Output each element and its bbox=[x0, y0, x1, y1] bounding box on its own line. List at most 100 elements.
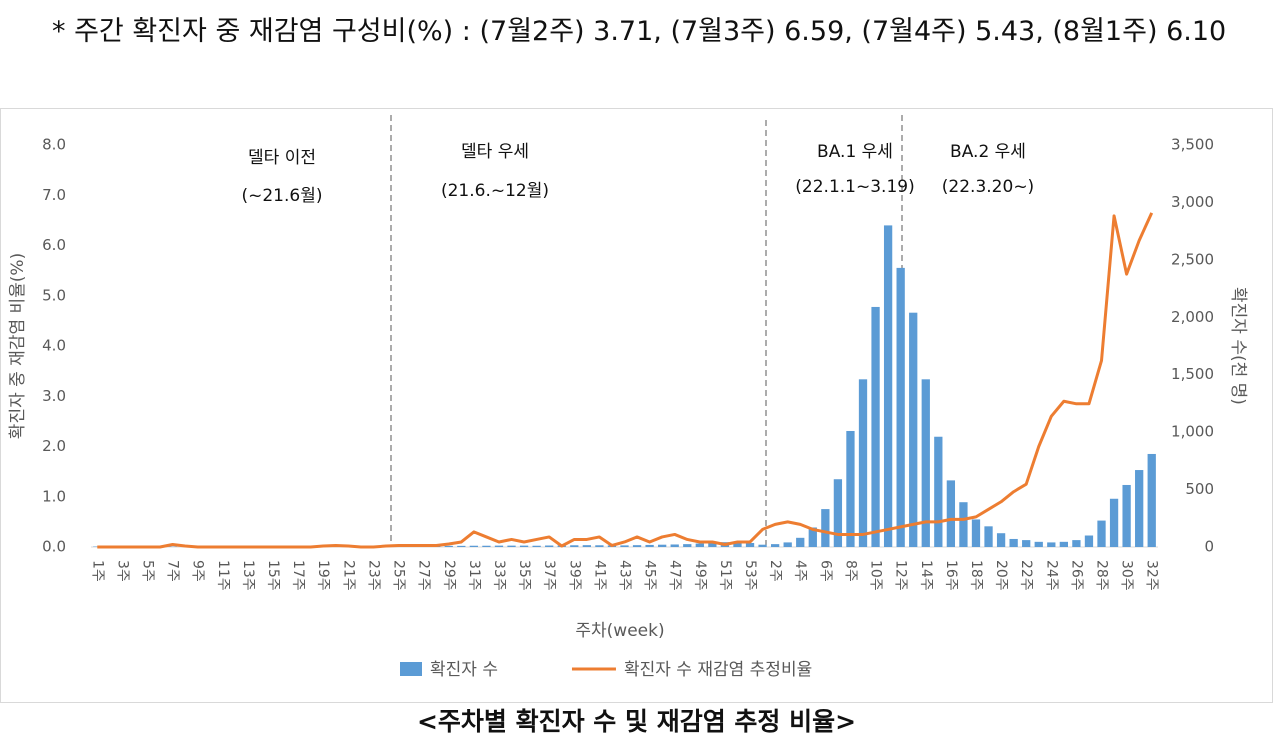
annotation: BA.1 우세 bbox=[817, 142, 893, 162]
bar bbox=[821, 509, 830, 547]
bar bbox=[494, 545, 504, 547]
x-tick-label: 1주 bbox=[89, 560, 105, 582]
x-tick-label: 51주 bbox=[717, 560, 733, 591]
x-tick-label: 29주 bbox=[441, 560, 457, 591]
x-tick-label: 39주 bbox=[566, 560, 582, 591]
y2-tick-label: 500 bbox=[1185, 480, 1214, 498]
bar bbox=[758, 544, 767, 547]
x-tick-label: 18주 bbox=[968, 560, 984, 591]
y2-axis-title: 확진자 수(천 명) bbox=[1228, 287, 1248, 405]
annotation: 델타 이전 bbox=[248, 148, 316, 168]
bar bbox=[959, 502, 968, 547]
y-tick-label: 0.0 bbox=[42, 538, 66, 556]
bar bbox=[833, 479, 843, 547]
bar bbox=[645, 544, 654, 547]
bar bbox=[670, 544, 679, 547]
legend-label: 확진자 수 재감염 추정비율 bbox=[624, 660, 812, 680]
annotation: BA.2 우세 bbox=[950, 142, 1026, 162]
y2-tick-label: 3,000 bbox=[1171, 193, 1214, 211]
bar bbox=[532, 545, 541, 547]
bar bbox=[934, 436, 943, 547]
x-tick-label: 16주 bbox=[943, 560, 959, 591]
x-tick-label: 4주 bbox=[792, 560, 808, 582]
annotation: (22.1.1~3.19) bbox=[795, 177, 914, 197]
y-tick-label: 4.0 bbox=[42, 337, 66, 355]
x-tick-label: 53주 bbox=[742, 560, 758, 591]
y-tick-label: 8.0 bbox=[42, 136, 66, 154]
bar bbox=[770, 544, 780, 547]
bar bbox=[482, 545, 491, 547]
y2-tick-label: 1,000 bbox=[1171, 423, 1214, 441]
bar bbox=[1097, 520, 1106, 547]
x-tick-label: 37주 bbox=[541, 560, 557, 591]
bar bbox=[582, 545, 591, 547]
y2-tick-label: 0 bbox=[1204, 538, 1214, 556]
x-tick-label: 9주 bbox=[190, 560, 206, 582]
bar bbox=[883, 225, 893, 547]
bar bbox=[570, 545, 579, 547]
x-tick-label: 30주 bbox=[1119, 560, 1135, 591]
bar bbox=[946, 480, 956, 547]
x-tick-label: 35주 bbox=[516, 560, 532, 591]
x-tick-label: 5주 bbox=[139, 560, 155, 582]
y-tick-label: 3.0 bbox=[42, 387, 66, 405]
bar bbox=[457, 545, 466, 547]
y2-tick-label: 2,000 bbox=[1171, 308, 1214, 326]
y2-tick-label: 3,500 bbox=[1171, 136, 1214, 154]
bar bbox=[808, 527, 817, 547]
bar bbox=[444, 545, 453, 547]
bar bbox=[745, 542, 755, 547]
x-tick-label: 17주 bbox=[290, 560, 306, 591]
y2-tick-label: 1,500 bbox=[1171, 365, 1214, 383]
chart-frame bbox=[0, 108, 1273, 703]
bar bbox=[519, 545, 529, 547]
x-tick-label: 28주 bbox=[1094, 560, 1110, 591]
y2-tick-label: 2,500 bbox=[1171, 250, 1214, 268]
x-tick-label: 2주 bbox=[767, 560, 783, 582]
annotation: 델타 우세 bbox=[461, 142, 529, 162]
x-tick-label: 6주 bbox=[817, 560, 833, 582]
bar bbox=[695, 543, 704, 547]
x-tick-label: 41주 bbox=[591, 560, 607, 591]
bar bbox=[896, 267, 905, 547]
caption: <주차별 확진자 수 및 재감염 추정 비율> bbox=[416, 707, 857, 736]
y-tick-label: 7.0 bbox=[42, 186, 66, 204]
x-tick-label: 3주 bbox=[114, 560, 130, 582]
x-tick-label: 22주 bbox=[1018, 560, 1034, 591]
bar bbox=[1059, 541, 1068, 547]
x-tick-label: 49주 bbox=[692, 560, 708, 591]
legend-label: 확진자 수 bbox=[430, 660, 498, 680]
x-tick-label: 13주 bbox=[240, 560, 256, 591]
annotation: (21.6.~12월) bbox=[441, 181, 549, 201]
x-tick-label: 8주 bbox=[842, 560, 858, 582]
bar bbox=[858, 379, 868, 547]
bar bbox=[545, 545, 554, 547]
bar bbox=[1009, 538, 1018, 547]
annotation: (~21.6월) bbox=[241, 186, 322, 206]
x-tick-label: 21주 bbox=[340, 560, 356, 591]
x-tick-label: 33주 bbox=[491, 560, 507, 591]
line bbox=[97, 212, 1154, 549]
bar bbox=[1122, 484, 1131, 547]
bar bbox=[620, 545, 629, 547]
legend-swatch bbox=[400, 662, 422, 676]
x-tick-label: 32주 bbox=[1144, 560, 1160, 591]
bar bbox=[1135, 470, 1144, 547]
x-tick-label: 7주 bbox=[165, 560, 181, 582]
y-axis-title: 확진자 중 재감염 비율(%) bbox=[8, 253, 28, 439]
x-tick-label: 19주 bbox=[315, 560, 331, 591]
x-tick-label: 24주 bbox=[1043, 560, 1059, 591]
x-tick-label: 20주 bbox=[993, 560, 1009, 591]
x-tick-label: 10주 bbox=[868, 560, 884, 591]
bar bbox=[984, 526, 993, 547]
y-tick-label: 5.0 bbox=[42, 286, 66, 304]
bar bbox=[783, 542, 792, 547]
x-tick-label: 43주 bbox=[617, 560, 633, 591]
bar bbox=[733, 542, 742, 547]
x-tick-label: 31주 bbox=[466, 560, 482, 591]
bar bbox=[1147, 453, 1156, 547]
bar bbox=[996, 533, 1006, 547]
bar bbox=[1047, 542, 1056, 547]
